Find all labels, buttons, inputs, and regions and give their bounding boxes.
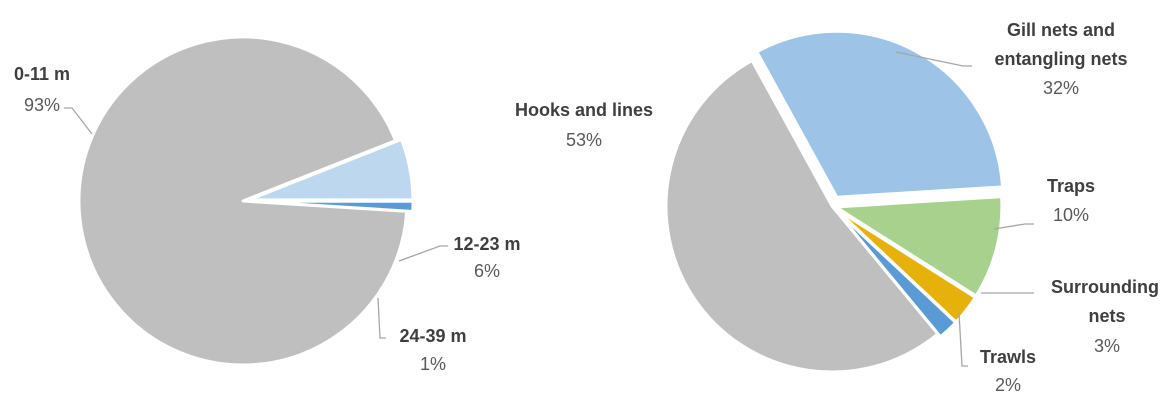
pie-slice-hooks-and-lines (664, 59, 940, 374)
slice-value-surrounding-nets: 3% (1094, 336, 1120, 356)
leader-line-0-11m (64, 107, 93, 135)
pie-slice-trawls (833, 207, 958, 339)
pie-slice-24-39-m (247, 199, 415, 213)
pie-slice-0-11-m (77, 35, 409, 367)
slice-value-12-23m: 6% (474, 261, 500, 281)
pie-slice-gill-nets-and-entangling-nets (755, 29, 1004, 199)
leader-line-12-23m (398, 245, 448, 262)
slice-value-hooks-and-lines: 53% (566, 130, 602, 150)
slice-label-12-23m: 12-23 m (453, 234, 520, 254)
slice-label-0-11m: 0-11 m (14, 64, 70, 84)
slice-label-gill-nets-line2: entangling nets (994, 49, 1127, 69)
slice-label-hooks-and-lines: Hooks and lines (515, 100, 653, 120)
slice-value-24-39m: 1% (420, 354, 446, 374)
pie-slices (77, 35, 415, 367)
slice-value-gill-nets: 32% (1043, 78, 1079, 98)
pie-slice-traps (834, 195, 1004, 298)
leader-line-gill-nets (895, 51, 972, 67)
slice-label-trawls: Trawls (980, 347, 1036, 367)
slice-label-gill-nets-line1: Gill nets and (1007, 20, 1115, 40)
slice-value-0-11m: 93% (24, 95, 60, 115)
slice-value-trawls: 2% (995, 375, 1021, 395)
pie-slices (664, 29, 1004, 374)
slice-label-surrounding-nets-line2: nets (1088, 306, 1125, 326)
leader-line-traps (993, 223, 1034, 230)
pie-chart-gear-type: Gill nets and entangling nets 32% Traps … (515, 20, 1159, 395)
slice-value-traps: 10% (1053, 205, 1089, 225)
slice-label-surrounding-nets-line1: Surrounding (1051, 277, 1159, 297)
slice-label-traps: Traps (1047, 176, 1095, 196)
pie-chart-vessel-length: 0-11 m 93% 12-23 m 6% 24-39 m 1% (14, 35, 521, 374)
leader-line-24-39m (377, 297, 386, 339)
slice-label-24-39m: 24-39 m (399, 326, 466, 346)
leader-line-trawls (958, 312, 968, 367)
